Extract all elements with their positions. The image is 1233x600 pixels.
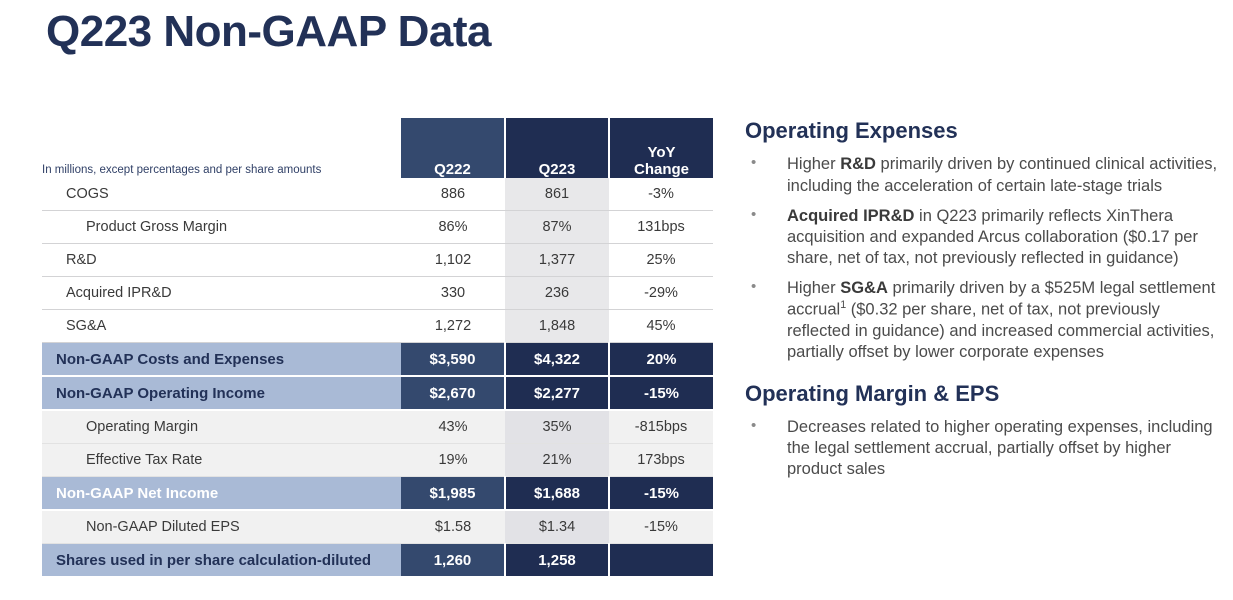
cell-q222: 330 (401, 276, 505, 310)
cell-q223: $1,688 (505, 476, 610, 511)
cell-q223: $4,322 (505, 342, 610, 377)
non-gaap-financial-table: In millions, except percentages and per … (42, 118, 713, 576)
table-caption: In millions, except percentages and per … (42, 118, 401, 178)
table-row: Non-GAAP Net Income $1,985 $1,688 -15% (42, 476, 713, 511)
column-header-yoy-change: YoY Change (609, 118, 713, 178)
row-label: Operating Margin (42, 410, 401, 444)
cell-q223: 35% (505, 410, 609, 444)
cell-q222: 86% (401, 210, 505, 244)
table-row: Product Gross Margin 86% 87% 131bps (42, 210, 713, 244)
column-header-q222: Q222 (401, 118, 506, 178)
table-row: SG&A 1,272 1,848 45% (42, 309, 713, 343)
bullet-text: primarily driven by a $525M legal settle… (787, 278, 1216, 319)
row-label: Acquired IPR&D (42, 276, 401, 310)
operating-margin-eps-bullet-list: Decreases related to higher operating ex… (745, 416, 1225, 480)
bullet-text: Decreases related to higher operating ex… (787, 418, 1213, 479)
table-row: Shares used in per share calculation-dil… (42, 543, 713, 576)
cell-yoy (609, 543, 713, 576)
bullet-text: Higher (787, 155, 841, 174)
cell-yoy: -15% (609, 510, 713, 544)
table-row: Effective Tax Rate 19% 21% 173bps (42, 443, 713, 477)
cell-yoy: 173bps (609, 443, 713, 477)
table-row: Non-GAAP Operating Income $2,670 $2,277 -15… (42, 376, 713, 411)
cell-q222: $3,590 (401, 342, 506, 377)
table-row: R&D 1,102 1,377 25% (42, 243, 713, 277)
cell-q222: 1,272 (401, 309, 505, 343)
cell-q222: 43% (401, 410, 505, 444)
bullet-emphasis: R&D (840, 155, 876, 174)
cell-q223: 236 (505, 276, 609, 310)
cell-yoy: 20% (609, 342, 713, 377)
row-label: R&D (42, 243, 401, 277)
section-heading-operating-expenses: Operating Expenses (745, 118, 958, 143)
yoy-header-line1: YoY (647, 143, 676, 161)
row-label: Product Gross Margin (42, 210, 401, 244)
cell-yoy: -15% (609, 476, 713, 511)
row-label: Shares used in per share calculation-dil… (42, 543, 401, 576)
bullet-item: Acquired IPR&D in Q223 primarily reflect… (745, 205, 1225, 269)
cell-yoy: 25% (609, 243, 713, 277)
cell-q223: $1.34 (505, 510, 609, 544)
cell-q223: 1,258 (505, 543, 610, 576)
page-title: Q223 Non-GAAP Data (46, 7, 491, 56)
yoy-header-line2: Change (633, 160, 689, 178)
table-row: Operating Margin 43% 35% -815bps (42, 410, 713, 444)
cell-q222: $1,985 (401, 476, 506, 511)
cell-yoy: 45% (609, 309, 713, 343)
cell-q223: 861 (505, 178, 609, 211)
cell-q222: 1,102 (401, 243, 505, 277)
cell-yoy: -15% (609, 376, 713, 411)
cell-q222: 19% (401, 443, 505, 477)
cell-yoy: 131bps (609, 210, 713, 244)
row-label: SG&A (42, 309, 401, 343)
table-row: Acquired IPR&D 330 236 -29% (42, 276, 713, 310)
cell-q223: $2,277 (505, 376, 610, 411)
bullet-emphasis: SG&A (840, 278, 888, 297)
cell-q222: 886 (401, 178, 505, 211)
cell-q223: 1,377 (505, 243, 609, 277)
table-body: In millions, except percentages and per … (42, 118, 713, 576)
row-label: Non-GAAP Costs and Expenses (42, 342, 401, 377)
row-label: Non-GAAP Operating Income (42, 376, 401, 411)
cell-yoy: -29% (609, 276, 713, 310)
cell-q223: 1,848 (505, 309, 609, 343)
row-label: Non-GAAP Net Income (42, 476, 401, 511)
cell-yoy: -815bps (609, 410, 713, 444)
row-label: Effective Tax Rate (42, 443, 401, 477)
table-row: COGS 886 861 -3% (42, 178, 713, 211)
operating-expenses-bullet-list: Higher R&D primarily driven by continued… (745, 153, 1225, 363)
cell-q222: 1,260 (401, 543, 506, 576)
bullet-item: Higher SG&A primarily driven by a $525M … (745, 277, 1225, 363)
table-header-row: In millions, except percentages and per … (42, 118, 713, 178)
cell-q223: 21% (505, 443, 609, 477)
bullet-item: Higher R&D primarily driven by continued… (745, 153, 1225, 196)
row-label: Non-GAAP Diluted EPS (42, 510, 401, 544)
footnote-marker: 1 (840, 299, 847, 312)
row-label: COGS (42, 178, 401, 211)
table-row: Non-GAAP Costs and Expenses $3,590 $4,322 2… (42, 342, 713, 377)
bullet-item: Decreases related to higher operating ex… (745, 416, 1225, 480)
cell-yoy: -3% (609, 178, 713, 211)
cell-q222: $1.58 (401, 510, 505, 544)
bullet-emphasis: Acquired IPR&D (787, 206, 915, 225)
bullet-text: in Q223 primarily reflects XinThera acqu… (787, 206, 1198, 267)
bullet-text: ($0.32 per share, net of tax, not previo… (787, 300, 1215, 361)
cell-q223: 87% (505, 210, 609, 244)
column-header-q223: Q223 (505, 118, 610, 178)
section-heading-operating-margin-eps: Operating Margin & EPS (745, 380, 1000, 406)
bullet-text: primarily driven by continued clinical a… (787, 155, 1218, 195)
cell-q222: $2,670 (401, 376, 506, 411)
commentary-panel: Operating Expenses Higher R&D primarily … (745, 118, 1225, 490)
financial-table-container: In millions, except percentages and per … (42, 118, 713, 576)
table-row: Non-GAAP Diluted EPS $1.58 $1.34 -15% (42, 510, 713, 544)
bullet-text: Higher (787, 278, 841, 297)
